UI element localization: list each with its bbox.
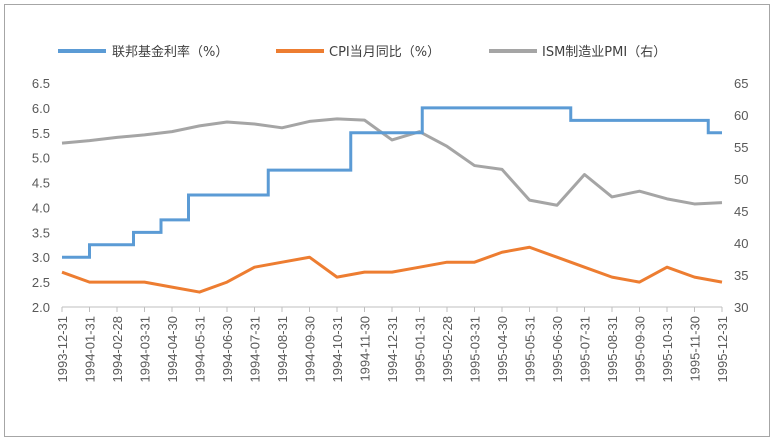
y-right-tick-label: 35 [734,268,748,283]
legend: 联邦基金利率（%） CPI当月同比（%） ISM制造业PMI（右） [58,44,666,60]
legend-label-fed-funds-rate: 联邦基金利率（%） [112,44,228,60]
x-tick-label: 1994-06-30 [220,316,235,383]
y-left-tick-label: 5.0 [32,151,50,166]
y-right-tick-label: 55 [734,140,748,155]
y-left-axis: 2.0 2.5 3.0 3.5 4.0 4.5 5.0 5.5 6.0 6.5 [32,76,50,315]
x-tick-label: 1995-12-31 [715,316,730,383]
y-left-tick-label: 3.0 [32,250,50,265]
x-tick-label: 1995-01-31 [413,316,428,383]
y-right-tick-label: 50 [734,172,748,187]
legend-label-cpi: CPI当月同比（%） [329,45,440,60]
x-tick-label: 1994-03-31 [138,316,153,383]
x-tick-label: 1994-02-28 [110,316,125,383]
x-tick-label: 1995-09-30 [633,316,648,383]
y-left-tick-label: 4.5 [32,176,50,191]
y-right-tick-label: 65 [734,76,748,91]
series-line-cpi [61,245,723,294]
legend-label-ism-pmi: ISM制造业PMI（右） [542,45,666,60]
x-tick-label: 1995-11-30 [688,316,703,382]
x-tick-label: 1994-05-31 [193,316,208,383]
y-right-tick-label: 60 [734,108,748,123]
y-left-tick-label: 5.5 [32,126,50,141]
x-tick-label: 1994-09-30 [303,316,318,383]
y-left-tick-label: 4.0 [32,200,50,215]
x-tick-label: 1995-08-31 [605,316,620,383]
legend-item-fed-funds-rate: 联邦基金利率（%） [58,44,228,60]
x-tick-label: 1994-04-30 [165,316,180,383]
y-left-tick-label: 2.0 [32,300,50,315]
x-tick-label: 1995-05-31 [523,316,538,383]
x-tick-label: 1994-07-31 [248,316,263,383]
x-tick-label: 1993-12-31 [55,316,70,383]
y-left-tick-label: 2.5 [32,275,50,290]
x-tick-label: 1994-10-31 [330,316,345,383]
x-tick-label: 1995-03-31 [468,316,483,383]
legend-item-cpi: CPI当月同比（%） [276,45,440,60]
x-tick-label: 1994-12-31 [385,316,400,383]
x-tick-label: 1995-07-31 [578,316,593,383]
y-right-tick-label: 40 [734,236,748,251]
y-right-tick-label: 30 [734,300,748,315]
y-left-tick-label: 3.5 [32,225,50,240]
series-line-fed-funds-rate [62,106,722,259]
y-left-tick-label: 6.5 [32,76,50,91]
plot-series [61,106,723,294]
x-tick-label: 1995-10-31 [660,316,675,383]
x-tick-label: 1994-11-30 [358,316,373,382]
legend-item-ism-pmi: ISM制造业PMI（右） [489,45,666,60]
y-left-tick-label: 6.0 [32,101,50,116]
series-line-ism-pmi [61,117,723,207]
x-axis: 1993-12-31 1994-01-31 1994-02-28 1994-03-31… [55,306,730,383]
chart-frame [4,4,770,437]
x-tick-label: 1995-02-28 [440,316,455,383]
x-tick-label: 1994-08-31 [275,316,290,383]
x-tick-label: 1995-04-30 [495,316,510,383]
x-tick-label: 1994-01-31 [83,316,98,383]
y-right-axis: 30 35 40 45 50 55 60 65 [734,76,748,315]
y-right-tick-label: 45 [734,204,748,219]
x-tick-label: 1995-06-30 [550,316,565,383]
